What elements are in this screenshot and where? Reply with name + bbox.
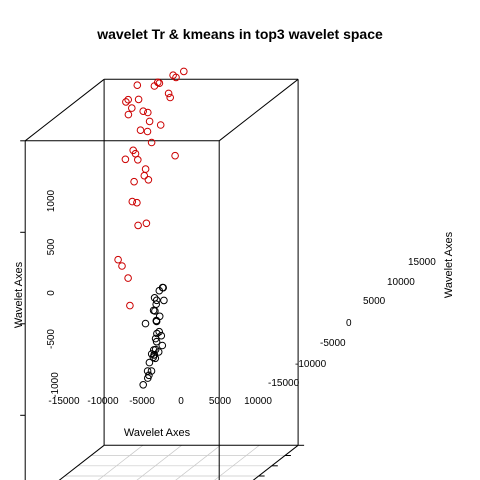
data-point [144, 374, 152, 382]
z-tick-label: -1000 [50, 372, 61, 398]
data-point [171, 151, 179, 160]
data-point [118, 262, 126, 270]
z-tick-label: 0 [46, 290, 57, 296]
data-point [143, 367, 152, 375]
data-point [134, 221, 142, 230]
data-point [136, 126, 145, 134]
data-point [139, 107, 147, 115]
data-point [145, 358, 154, 367]
data-point [160, 296, 168, 305]
data-point [166, 93, 174, 102]
floor-grid-line [214, 445, 260, 480]
data-point [144, 108, 152, 117]
x-tick-labels: -15000 -10000 -5000 0 5000 10000 [48, 396, 272, 407]
data-point [152, 337, 161, 346]
data-point [156, 121, 165, 129]
box-edge [24, 78, 105, 142]
data-point [143, 127, 152, 136]
y-tick-label: 15000 [408, 257, 436, 268]
data-point [152, 316, 161, 325]
x-tick-label: 10000 [244, 396, 272, 407]
y-axis-label: Wavelet Axes [443, 231, 455, 298]
data-points [114, 67, 188, 389]
data-point [144, 176, 153, 184]
z-tick-label: 1000 [46, 189, 57, 212]
grid-lines [64, 445, 285, 480]
data-point [122, 98, 130, 106]
data-point [139, 381, 147, 389]
floor-grid-line [97, 445, 144, 480]
data-point [147, 138, 156, 147]
data-point [121, 155, 130, 164]
x-tick-label: -10000 [87, 396, 119, 407]
data-point [133, 198, 141, 207]
floor-grid-line [175, 445, 221, 480]
data-point [124, 95, 132, 104]
data-point [133, 81, 142, 89]
y-tick-label: -10000 [295, 359, 327, 370]
data-point [140, 171, 149, 180]
data-point [150, 346, 158, 354]
data-point [153, 329, 161, 338]
box-edge [252, 444, 299, 480]
z-axis-label: Wavelet Axes [13, 261, 25, 328]
floor-grid-line [136, 445, 182, 480]
y-tick-labels: -15000 -10000 -5000 0 5000 10000 15000 [268, 257, 436, 389]
y-tick-label: -15000 [268, 378, 300, 389]
x-axis-label: Wavelet Axes [124, 427, 191, 439]
data-point [159, 283, 167, 292]
x-tick-label: 0 [178, 396, 184, 407]
data-point [150, 351, 159, 359]
data-point [124, 274, 132, 282]
data-point [128, 197, 137, 206]
z-tick-label: 500 [46, 238, 57, 255]
data-point [172, 73, 180, 82]
y-tick-label: -5000 [320, 338, 346, 349]
data-point [164, 89, 173, 98]
y-tick-label: 10000 [387, 277, 415, 288]
data-point [126, 301, 134, 310]
z-tick-labels: -1000 -500 0 500 1000 [46, 189, 61, 397]
y-tick-label: 5000 [363, 296, 386, 307]
data-point [114, 255, 122, 264]
box-edge [58, 444, 105, 480]
data-point [158, 341, 167, 350]
box-frame [24, 78, 299, 480]
data-point [155, 79, 164, 87]
data-point [145, 117, 154, 126]
data-point [134, 156, 142, 164]
data-point [157, 331, 166, 340]
tick-marks [20, 140, 305, 477]
chart-title: wavelet Tr & kmeans in top3 wavelet spac… [96, 26, 383, 42]
data-point [149, 306, 158, 315]
data-point [141, 319, 150, 328]
data-point [147, 367, 156, 375]
x-tick-label: 5000 [209, 396, 232, 407]
data-point [128, 104, 136, 112]
data-point [134, 95, 143, 104]
data-point [142, 219, 151, 228]
y-tick-label: 0 [346, 318, 352, 329]
data-point [130, 177, 138, 186]
data-point [180, 67, 188, 76]
x-tick-label: -15000 [48, 396, 80, 407]
z-tick-label: -500 [46, 329, 57, 349]
data-point [141, 165, 150, 173]
box-edge [218, 78, 299, 142]
data-point [155, 327, 163, 336]
data-point [124, 110, 133, 119]
x-tick-label: -5000 [129, 396, 155, 407]
data-point [151, 354, 160, 363]
data-point [152, 296, 161, 305]
